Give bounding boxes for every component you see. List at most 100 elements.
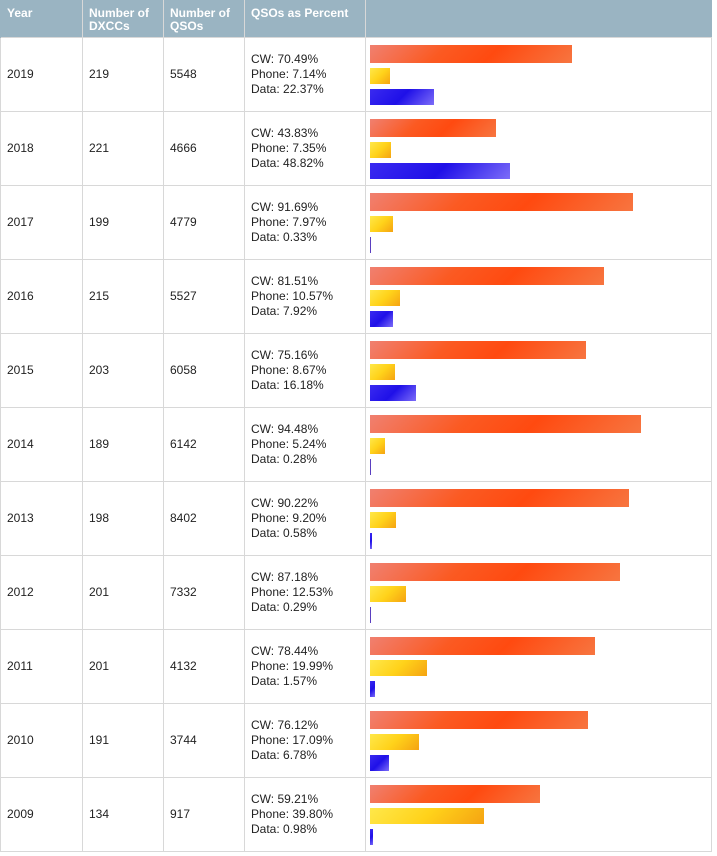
phone-bar <box>370 659 427 676</box>
bars-cell <box>365 703 712 778</box>
data-bar <box>370 828 373 845</box>
data-bar <box>370 310 393 327</box>
qso-count-cell: 3744 <box>163 703 245 778</box>
year-cell: 2013 <box>0 481 83 556</box>
data-percent-text: Data: 6.78% <box>251 748 318 762</box>
data-bar <box>370 680 375 697</box>
phone-percent-text: Phone: 5.24% <box>251 437 327 451</box>
percent-cell: CW: 78.44% Phone: 19.99% Data: 1.57% <box>244 629 366 704</box>
year-cell: 2014 <box>0 407 83 482</box>
year-cell: 2018 <box>0 111 83 186</box>
cw-bar <box>370 710 588 729</box>
qso-count-cell: 4666 <box>163 111 245 186</box>
data-bar <box>370 236 371 253</box>
data-percent-text: Data: 0.98% <box>251 822 318 836</box>
table-header: Year Number of DXCCs Number of QSOs QSOs… <box>0 0 712 38</box>
qso-count-cell: 8402 <box>163 481 245 556</box>
qso-count-cell: 4779 <box>163 185 245 260</box>
cw-percent-text: CW: 90.22% <box>251 496 319 510</box>
data-percent-text: Data: 0.58% <box>251 526 318 540</box>
table-row: 2014 189 6142 CW: 94.48% Phone: 5.24% Data: 0… <box>0 407 712 482</box>
table-row: 2016 215 5527 CW: 81.51% Phone: 10.57% Data: … <box>0 259 712 334</box>
bars-cell <box>365 185 712 260</box>
cw-bar <box>370 192 633 211</box>
col-header-qsos: Number of QSOs <box>163 0 245 38</box>
phone-percent-text: Phone: 9.20% <box>251 511 327 525</box>
bars-cell <box>365 407 712 482</box>
cw-percent-text: CW: 91.69% <box>251 200 319 214</box>
qso-count-cell: 4132 <box>163 629 245 704</box>
qso-count-cell: 5548 <box>163 37 245 112</box>
dxcc-count-cell: 201 <box>82 629 164 704</box>
cw-bar <box>370 414 641 433</box>
table-body: 2019 219 5548 CW: 70.49% Phone: 7.14% Data: 2… <box>0 37 712 852</box>
data-bar <box>370 754 389 771</box>
cw-bar <box>370 562 620 581</box>
cw-percent-text: CW: 43.83% <box>251 126 319 140</box>
dxcc-count-cell: 215 <box>82 259 164 334</box>
data-percent-text: Data: 7.92% <box>251 304 318 318</box>
phone-percent-text: Phone: 17.09% <box>251 733 334 747</box>
year-cell: 2016 <box>0 259 83 334</box>
year-cell: 2017 <box>0 185 83 260</box>
table-row: 2011 201 4132 CW: 78.44% Phone: 19.99% Data: … <box>0 629 712 704</box>
dxcc-count-cell: 191 <box>82 703 164 778</box>
phone-percent-text: Phone: 39.80% <box>251 807 334 821</box>
bars-cell <box>365 259 712 334</box>
bars-cell <box>365 777 712 852</box>
phone-bar <box>370 141 391 158</box>
data-bar <box>370 532 372 549</box>
phone-bar <box>370 807 484 824</box>
data-bar <box>370 384 416 401</box>
percent-cell: CW: 94.48% Phone: 5.24% Data: 0.28% <box>244 407 366 482</box>
qso-count-cell: 6142 <box>163 407 245 482</box>
phone-percent-text: Phone: 7.35% <box>251 141 327 155</box>
table-row: 2012 201 7332 CW: 87.18% Phone: 12.53% Data: … <box>0 555 712 630</box>
phone-percent-text: Phone: 7.14% <box>251 67 327 81</box>
phone-bar <box>370 289 400 306</box>
phone-bar <box>370 585 406 602</box>
phone-percent-text: Phone: 10.57% <box>251 289 334 303</box>
data-percent-text: Data: 0.33% <box>251 230 318 244</box>
data-bar <box>370 88 434 105</box>
data-percent-text: Data: 0.28% <box>251 452 318 466</box>
cw-bar <box>370 784 540 803</box>
year-cell: 2011 <box>0 629 83 704</box>
data-percent-text: Data: 48.82% <box>251 156 324 170</box>
table-row: 2009 134 917 CW: 59.21% Phone: 39.80% Data: 0… <box>0 777 712 852</box>
phone-bar <box>370 215 393 232</box>
cw-percent-text: CW: 81.51% <box>251 274 319 288</box>
bars-cell <box>365 111 712 186</box>
col-header-bars <box>365 0 712 38</box>
phone-bar <box>370 363 395 380</box>
percent-cell: CW: 70.49% Phone: 7.14% Data: 22.37% <box>244 37 366 112</box>
year-cell: 2015 <box>0 333 83 408</box>
col-header-dxccs: Number of DXCCs <box>82 0 164 38</box>
year-cell: 2019 <box>0 37 83 112</box>
percent-cell: CW: 76.12% Phone: 17.09% Data: 6.78% <box>244 703 366 778</box>
dxcc-count-cell: 203 <box>82 333 164 408</box>
table-row: 2013 198 8402 CW: 90.22% Phone: 9.20% Data: 0… <box>0 481 712 556</box>
qso-count-cell: 917 <box>163 777 245 852</box>
data-percent-text: Data: 16.18% <box>251 378 324 392</box>
col-header-percent: QSOs as Percent <box>244 0 366 38</box>
phone-bar <box>370 437 385 454</box>
cw-percent-text: CW: 75.16% <box>251 348 319 362</box>
year-cell: 2010 <box>0 703 83 778</box>
cw-bar <box>370 488 629 507</box>
col-header-year: Year <box>0 0 83 38</box>
table-row: 2010 191 3744 CW: 76.12% Phone: 17.09% Data: … <box>0 703 712 778</box>
bars-cell <box>365 333 712 408</box>
data-percent-text: Data: 1.57% <box>251 674 318 688</box>
cw-bar <box>370 340 586 359</box>
cw-percent-text: CW: 59.21% <box>251 792 319 806</box>
dxcc-count-cell: 219 <box>82 37 164 112</box>
year-cell: 2009 <box>0 777 83 852</box>
qso-count-cell: 5527 <box>163 259 245 334</box>
bars-cell <box>365 37 712 112</box>
table-row: 2019 219 5548 CW: 70.49% Phone: 7.14% Data: 2… <box>0 37 712 112</box>
data-percent-text: Data: 0.29% <box>251 600 318 614</box>
dxcc-count-cell: 199 <box>82 185 164 260</box>
